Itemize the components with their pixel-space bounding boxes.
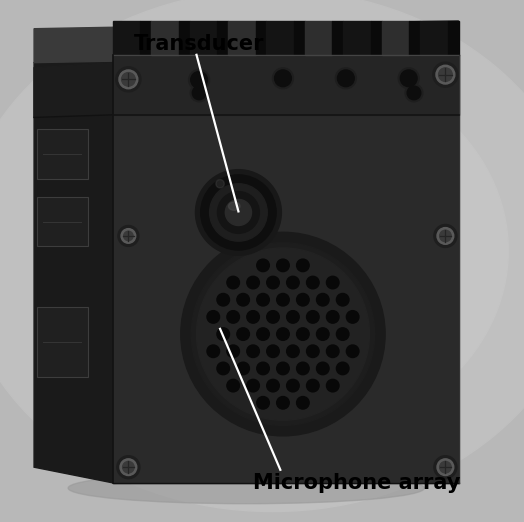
Circle shape bbox=[272, 68, 293, 89]
Polygon shape bbox=[381, 21, 409, 55]
Circle shape bbox=[257, 259, 269, 271]
Circle shape bbox=[326, 311, 339, 323]
Polygon shape bbox=[294, 21, 305, 55]
Circle shape bbox=[337, 70, 354, 87]
Circle shape bbox=[257, 293, 269, 306]
Polygon shape bbox=[420, 21, 447, 55]
Circle shape bbox=[287, 276, 299, 289]
Circle shape bbox=[398, 68, 419, 89]
Circle shape bbox=[122, 73, 135, 86]
Circle shape bbox=[437, 228, 454, 244]
Polygon shape bbox=[266, 21, 294, 55]
Circle shape bbox=[119, 70, 138, 89]
Circle shape bbox=[287, 379, 299, 392]
Circle shape bbox=[439, 68, 452, 81]
Polygon shape bbox=[332, 21, 343, 55]
Circle shape bbox=[247, 379, 259, 392]
Circle shape bbox=[307, 311, 319, 323]
FancyBboxPatch shape bbox=[37, 197, 88, 246]
Circle shape bbox=[336, 362, 349, 375]
Polygon shape bbox=[113, 55, 458, 483]
Circle shape bbox=[434, 224, 457, 247]
Circle shape bbox=[116, 67, 141, 92]
Circle shape bbox=[277, 362, 289, 375]
Circle shape bbox=[123, 461, 134, 473]
FancyBboxPatch shape bbox=[37, 129, 88, 179]
Polygon shape bbox=[34, 55, 113, 483]
Circle shape bbox=[124, 231, 133, 241]
Circle shape bbox=[227, 345, 239, 358]
Circle shape bbox=[433, 62, 458, 87]
Circle shape bbox=[118, 226, 139, 246]
Polygon shape bbox=[305, 21, 332, 55]
Polygon shape bbox=[409, 21, 420, 55]
Circle shape bbox=[237, 328, 249, 340]
Circle shape bbox=[117, 456, 140, 479]
Circle shape bbox=[297, 328, 309, 340]
Polygon shape bbox=[190, 21, 217, 55]
Ellipse shape bbox=[102, 107, 443, 394]
Circle shape bbox=[277, 259, 289, 271]
Circle shape bbox=[192, 86, 206, 100]
Ellipse shape bbox=[155, 151, 390, 350]
Polygon shape bbox=[34, 21, 459, 63]
Circle shape bbox=[297, 397, 309, 409]
Circle shape bbox=[121, 229, 136, 243]
Ellipse shape bbox=[228, 202, 240, 210]
Polygon shape bbox=[113, 21, 140, 55]
Circle shape bbox=[201, 175, 276, 250]
Circle shape bbox=[307, 379, 319, 392]
Circle shape bbox=[207, 311, 220, 323]
Circle shape bbox=[267, 276, 279, 289]
Circle shape bbox=[346, 345, 359, 358]
Circle shape bbox=[287, 345, 299, 358]
Circle shape bbox=[440, 461, 451, 473]
Circle shape bbox=[297, 362, 309, 375]
Circle shape bbox=[195, 170, 281, 255]
Circle shape bbox=[277, 397, 289, 409]
Circle shape bbox=[287, 311, 299, 323]
Circle shape bbox=[217, 328, 230, 340]
Circle shape bbox=[437, 459, 454, 476]
Circle shape bbox=[257, 362, 269, 375]
Circle shape bbox=[196, 248, 369, 420]
Circle shape bbox=[405, 84, 423, 102]
Circle shape bbox=[191, 72, 208, 88]
Polygon shape bbox=[228, 21, 256, 55]
Circle shape bbox=[247, 276, 259, 289]
Circle shape bbox=[326, 379, 339, 392]
Text: Microphone array: Microphone array bbox=[253, 473, 460, 493]
Circle shape bbox=[247, 311, 259, 323]
Circle shape bbox=[316, 293, 329, 306]
Circle shape bbox=[277, 328, 289, 340]
Circle shape bbox=[237, 362, 249, 375]
Circle shape bbox=[225, 199, 252, 226]
Circle shape bbox=[216, 180, 224, 188]
Circle shape bbox=[400, 70, 417, 87]
Circle shape bbox=[277, 293, 289, 306]
Circle shape bbox=[207, 345, 220, 358]
Circle shape bbox=[181, 232, 385, 436]
Circle shape bbox=[297, 293, 309, 306]
Circle shape bbox=[336, 328, 349, 340]
Circle shape bbox=[257, 397, 269, 409]
Ellipse shape bbox=[37, 55, 508, 446]
Circle shape bbox=[336, 293, 349, 306]
Circle shape bbox=[267, 379, 279, 392]
Circle shape bbox=[120, 459, 137, 476]
Polygon shape bbox=[447, 21, 458, 55]
Polygon shape bbox=[343, 21, 371, 55]
FancyBboxPatch shape bbox=[37, 307, 88, 377]
Circle shape bbox=[316, 328, 329, 340]
Circle shape bbox=[217, 293, 230, 306]
Polygon shape bbox=[140, 21, 151, 55]
Polygon shape bbox=[151, 21, 179, 55]
Circle shape bbox=[326, 345, 339, 358]
Circle shape bbox=[237, 293, 249, 306]
Circle shape bbox=[407, 86, 421, 100]
Circle shape bbox=[227, 276, 239, 289]
Circle shape bbox=[307, 276, 319, 289]
Circle shape bbox=[227, 379, 239, 392]
Circle shape bbox=[297, 259, 309, 271]
